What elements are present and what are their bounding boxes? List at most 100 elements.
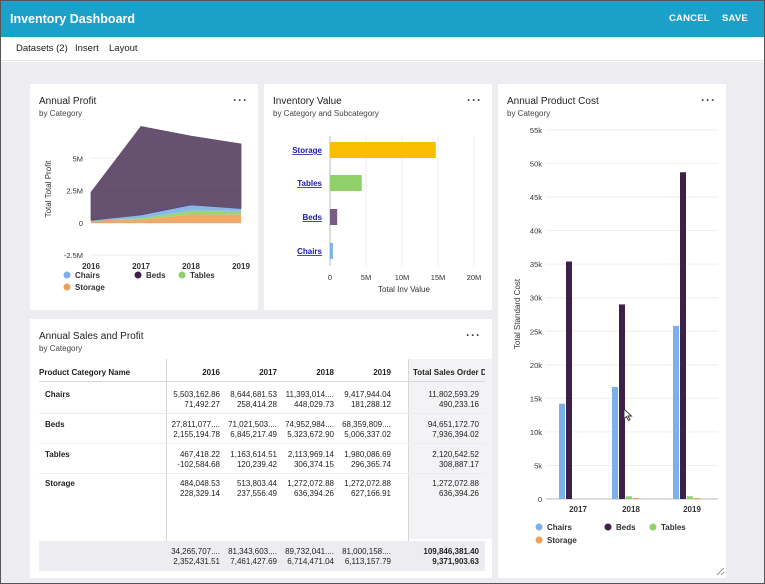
table-cell: 258,414.28 [236,400,277,409]
table-cell: 2,113,969.14 [287,450,334,459]
legend-swatch-chairs [535,523,543,531]
table-total-cell: 11,802,593.29 [428,390,479,399]
card-subtitle: by Category [39,109,83,118]
annual-product-cost-chart: Total Standard Cost 55k 50k 45k 40k 35k 30k 25… [513,126,725,576]
bar-tables [330,175,362,191]
y-tick-label: 45k [530,193,542,202]
annual-product-cost-card[interactable]: Annual Product Cost by Category ··· Tota… [498,84,726,578]
legend-swatch-tables [649,523,657,531]
table-cell: 627,166.91 [350,489,391,498]
bar-beds-2017 [566,261,572,499]
save-button[interactable]: SAVE [722,13,748,24]
annual-sales-profit-card[interactable]: Annual Sales and Profit by Category ··· … [30,319,492,578]
legend-label: Tables [190,271,215,280]
bar-chairs-2017 [559,403,565,499]
table-cell: 636,394.26 [293,489,334,498]
table-cell: 8,644,681.53 [230,390,277,399]
menu-datasets[interactable]: Datasets (2) [16,43,68,54]
year-column-header: 2019 [373,368,391,377]
footer-cell: 6,113,157.79 [344,557,391,566]
row-divider [39,443,485,444]
legend-swatch-beds [134,271,142,279]
x-tick-label: 2019 [683,505,701,514]
more-icon[interactable]: ··· [701,93,716,107]
row-divider [39,413,485,414]
bar-chairs-2019 [673,325,679,499]
x-tick-label: 2017 [569,505,587,514]
bar-beds-2018 [619,304,625,499]
resize-handle-icon[interactable] [716,567,725,576]
table-cell: 484,048.53 [179,479,220,488]
bar-chairs [330,243,333,259]
table-cell: 228,329.14 [179,489,220,498]
x-tick-label: 2018 [622,505,640,514]
more-icon[interactable]: ··· [467,93,482,107]
annual-profit-chart: Total Total Profit 5M 2.5M 0 -2.5M 2016 2017… [44,126,250,292]
footer-cell: 81,000,158.... [342,547,391,556]
x-tick-label: 20M [467,273,482,282]
table-cell: 11,393,014.... [285,390,334,399]
card-title: Annual Product Cost [507,96,599,107]
footer-cell: 6,714,471.04 [287,557,334,566]
column-divider [408,359,409,541]
table-cell: 2,155,194.78 [173,430,220,439]
table-total-cell: 7,936,394.02 [432,430,479,439]
menu-bar: Datasets (2) Insert Layout [0,37,765,61]
x-axis-label: Total Inv Value [378,285,430,294]
card-title: Inventory Value [273,96,342,107]
bar-tables-2019 [687,496,693,499]
legend-swatch-storage [63,283,71,291]
more-icon[interactable]: ··· [466,328,481,342]
legend-swatch-storage [535,536,543,544]
table-cell: 71,492.27 [184,400,220,409]
y-tick-label: 30k [530,294,542,303]
table-row-label: Storage [45,479,75,488]
table-cell: 513,803.44 [236,479,277,488]
card-subtitle: by Category [507,109,551,118]
menu-layout[interactable]: Layout [109,43,138,54]
category-link-beds: Beds [302,213,322,222]
footer-cell: 81,343,603.... [228,547,277,556]
footer-cell: 2,352,431.51 [173,557,220,566]
more-icon[interactable]: ··· [233,93,248,107]
y-tick-label: 2.5M [66,187,83,196]
bar-storage [330,142,436,158]
card-subtitle: by Category and Subcategory [273,109,379,118]
menu-insert[interactable]: Insert [75,43,99,54]
y-tick-label: 55k [530,126,542,135]
year-column-header: 2016 [202,368,220,377]
bar-chairs-2018 [612,386,618,499]
y-tick-label: 35k [530,260,542,269]
column-divider [166,359,167,541]
footer-row-bg [39,541,485,571]
table-total-cell: 490,233.16 [438,400,479,409]
mouse-cursor-icon [623,408,633,422]
table-cell: 1,272,072.88 [344,479,391,488]
table-row-label: Tables [45,450,70,459]
cancel-button[interactable]: CANCEL [669,13,710,24]
app-title: Inventory Dashboard [10,12,136,26]
area-chairs [91,204,241,222]
table-total-cell: 1,272,072.88 [432,479,479,488]
x-tick-label: 0 [328,273,332,282]
table-cell: -102,584.68 [177,460,220,469]
footer-cell: 89,732,041.... [285,547,334,556]
legend-label: Chairs [547,523,572,532]
footer-cell: 34,265,707.... [171,547,220,556]
table-cell: 27,811,077.... [171,420,220,429]
table-cell: 5,006,337.02 [344,430,391,439]
card-title: Annual Sales and Profit [39,331,144,342]
bar-storage-2018 [633,497,639,499]
bar-beds [330,209,338,225]
app-header: Inventory Dashboard CANCEL SAVE [0,0,765,37]
table-total-cell: 2,120,542.52 [432,450,479,459]
table-total-cell: 308,887.17 [438,460,479,469]
area-beds [90,126,242,221]
table-cell: 74,952,984.... [285,420,334,429]
table-cell: 68,359,809.... [342,420,391,429]
inventory-value-card[interactable]: Inventory Value by Category and Subcateg… [264,84,492,310]
legend-label: Storage [547,536,577,545]
x-tick-label: 2017 [132,262,150,271]
table-cell: 1,163,614.51 [230,450,277,459]
annual-profit-card[interactable]: Annual Profit by Category ··· Total Tota… [30,84,258,310]
